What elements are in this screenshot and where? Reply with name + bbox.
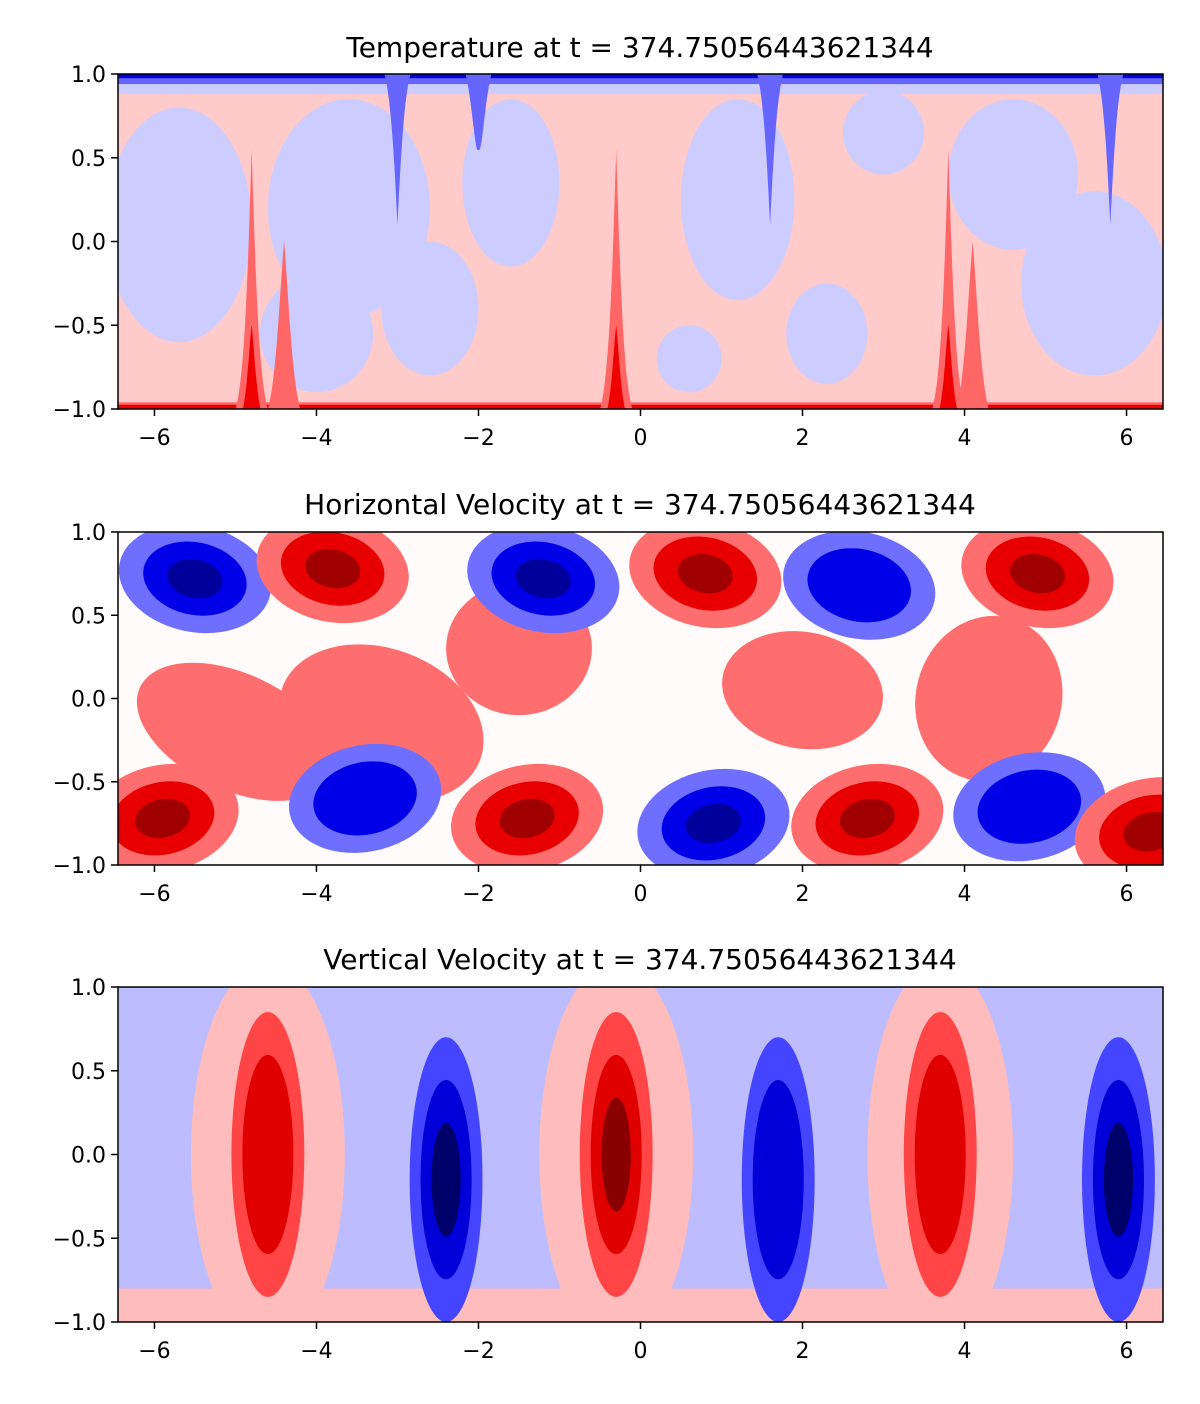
y-tick-label: 0.5 — [71, 604, 106, 629]
positive-cell — [499, 798, 555, 839]
hot-plume-core — [242, 325, 261, 409]
horizontal-velocity-field — [118, 532, 1163, 865]
negative-cell — [686, 803, 741, 844]
vertical-velocity-field — [118, 987, 1163, 1322]
downdraft-column — [752, 1079, 804, 1280]
temperature-field — [118, 74, 1163, 409]
vertical-velocity-panel: Vertical Velocity at t = 374.75056443621… — [53, 943, 1164, 1364]
y-tick-label: −1.0 — [53, 1311, 106, 1336]
hot-plume — [235, 149, 268, 409]
hot-plume — [600, 149, 633, 409]
downdraft-column — [1103, 1122, 1134, 1237]
top-coldest-layer — [118, 74, 1163, 79]
negative-cell — [807, 548, 911, 623]
horizontal-velocity-axes: −6 −4 −2 0 2 4 6 −1.0 −0.5 0.0 0.5 1.0 — [53, 521, 1134, 907]
x-tick-label: 4 — [958, 882, 972, 907]
hot-plume — [932, 149, 965, 409]
x-tick-label: −2 — [462, 426, 494, 451]
y-tick-label: 0.0 — [71, 688, 106, 713]
shear-band — [722, 631, 883, 750]
cool-patch — [681, 99, 795, 301]
updraft-column — [914, 1054, 966, 1255]
y-tick-label: 0.5 — [71, 1060, 106, 1085]
y-tick-label: −0.5 — [53, 1227, 106, 1252]
cold-plume — [1097, 74, 1124, 225]
x-tick-label: −6 — [138, 1339, 170, 1364]
x-tick-label: −4 — [300, 1339, 332, 1364]
x-tick-label: 0 — [634, 882, 648, 907]
x-tick-label: 6 — [1120, 1339, 1134, 1364]
temperature-axes: −6 −4 −2 0 2 4 6 −1.0 −0.5 0.0 0.5 1.0 — [53, 63, 1134, 451]
x-tick-label: −4 — [300, 426, 332, 451]
cool-patch — [118, 107, 252, 342]
y-tick-label: −0.5 — [53, 314, 106, 339]
cold-plume — [757, 74, 784, 225]
hot-plume-core — [939, 325, 958, 409]
hot-plume-core — [275, 325, 293, 409]
cool-patch — [656, 325, 722, 393]
y-tick-label: 1.0 — [71, 976, 106, 1001]
temperature-title: Temperature at t = 374.75056443621344 — [345, 31, 933, 64]
negative-cell — [167, 558, 223, 599]
positive-cell — [1123, 812, 1163, 852]
bottom-hot-layer — [118, 404, 1163, 409]
y-tick-label: −1.0 — [53, 398, 106, 423]
x-tick-label: 4 — [958, 426, 972, 451]
cool-patch — [786, 283, 868, 384]
x-tick-label: 6 — [1120, 882, 1134, 907]
x-tick-label: −2 — [462, 1339, 494, 1364]
x-tick-label: 2 — [796, 882, 810, 907]
x-tick-label: −4 — [300, 882, 332, 907]
x-tick-label: 0 — [634, 426, 648, 451]
bottom-updraft-band — [118, 1288, 1163, 1322]
negative-cell — [977, 769, 1082, 844]
y-tick-label: 0.5 — [71, 147, 106, 172]
x-tick-label: 6 — [1120, 426, 1134, 451]
positive-cell — [1010, 553, 1065, 594]
y-tick-label: 0.0 — [71, 231, 106, 256]
cool-patch — [948, 99, 1078, 250]
vertical-velocity-axes: −6 −4 −2 0 2 4 6 −1.0 −0.5 0.0 0.5 1.0 — [53, 976, 1134, 1364]
horizontal-velocity-title: Horizontal Velocity at t = 374.750564436… — [304, 488, 976, 521]
horizontal-velocity-panel: Horizontal Velocity at t = 374.750564436… — [53, 488, 1164, 907]
temperature-panel: Temperature at t = 374.75056443621344 −6… — [53, 31, 1164, 451]
cool-patch — [843, 90, 925, 175]
cold-plume — [384, 74, 411, 225]
x-tick-label: −2 — [462, 882, 494, 907]
positive-cell — [135, 798, 190, 839]
top-cold-layer — [118, 74, 1163, 85]
updraft-column — [601, 1097, 631, 1212]
cool-patch — [462, 99, 560, 267]
y-tick-label: −0.5 — [53, 771, 106, 796]
x-tick-label: 0 — [634, 1339, 648, 1364]
hot-plume-core — [963, 325, 982, 409]
hot-plume-core — [607, 325, 625, 409]
y-tick-label: 0.0 — [71, 1144, 106, 1169]
negative-cell — [313, 761, 417, 836]
updraft-column — [242, 1054, 294, 1255]
y-tick-label: −1.0 — [53, 854, 106, 879]
cold-plume — [465, 74, 492, 151]
vertical-velocity-title: Vertical Velocity at t = 374.75056443621… — [323, 943, 956, 976]
negative-cell — [515, 558, 571, 599]
positive-cell — [677, 553, 733, 594]
cool-patch — [381, 241, 479, 376]
x-tick-label: 4 — [958, 1339, 972, 1364]
x-tick-label: −6 — [138, 426, 170, 451]
positive-cell — [839, 798, 895, 839]
downdraft-column — [431, 1122, 461, 1237]
shear-band — [915, 615, 1063, 782]
x-tick-label: 2 — [796, 426, 810, 451]
y-tick-label: 1.0 — [71, 521, 106, 546]
positive-cell — [305, 549, 361, 589]
cool-patch — [1021, 191, 1163, 376]
x-tick-label: −6 — [138, 882, 170, 907]
cool-patch — [267, 99, 430, 317]
x-tick-label: 2 — [796, 1339, 810, 1364]
y-tick-label: 1.0 — [71, 63, 106, 88]
